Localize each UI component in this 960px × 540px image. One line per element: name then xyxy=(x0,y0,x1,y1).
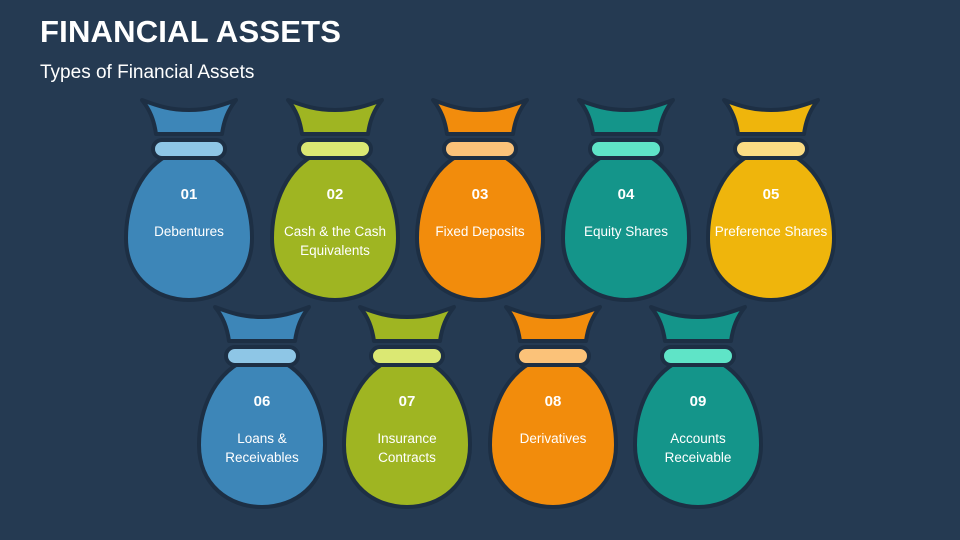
money-bag-01: 01 Debentures xyxy=(124,98,254,303)
bag-number: 06 xyxy=(253,393,271,410)
bag-body xyxy=(270,154,400,302)
bag-label: Insurance Contracts xyxy=(377,431,437,465)
bag-body xyxy=(415,154,545,302)
bag-label: Debentures xyxy=(154,224,224,239)
bag-label: Fixed Deposits xyxy=(435,224,525,239)
bag-neck-band xyxy=(660,345,736,367)
money-bag-06-icon xyxy=(197,305,327,509)
bag-mouth xyxy=(431,98,529,136)
bag-mouth xyxy=(213,305,311,343)
bag-number: 01 xyxy=(180,186,198,203)
bag-number: 07 xyxy=(398,393,416,410)
money-bag-09: 09 Accounts Receivable xyxy=(633,305,763,510)
bag-mouth xyxy=(504,305,602,343)
bag-mouth xyxy=(140,98,238,136)
money-bag-08-icon xyxy=(488,305,618,509)
bag-mouth xyxy=(358,305,456,343)
money-bag-03-icon xyxy=(415,98,545,302)
bag-mouth xyxy=(649,305,747,343)
bag-neck-band xyxy=(733,138,809,160)
money-bag-02-icon xyxy=(270,98,400,302)
bag-neck-band xyxy=(588,138,664,160)
bag-body xyxy=(342,361,472,509)
money-bag-08: 08 Derivatives xyxy=(488,305,618,510)
bag-body xyxy=(197,361,327,509)
bag-neck-band xyxy=(442,138,518,160)
bag-number: 03 xyxy=(471,186,489,203)
bag-body xyxy=(706,154,836,302)
money-bag-01-icon xyxy=(124,98,254,302)
bag-label: Accounts Receivable xyxy=(664,431,732,465)
money-bag-05: 05 Preference Shares xyxy=(706,98,836,303)
bag-label: Preference Shares xyxy=(714,224,828,239)
bag-label: Derivatives xyxy=(519,431,587,446)
money-bag-07: 07 Insurance Contracts xyxy=(342,305,472,510)
bag-number: 02 xyxy=(326,186,344,203)
page-subtitle: Types of Financial Assets xyxy=(40,62,255,83)
money-bag-04-icon xyxy=(561,98,691,302)
money-bag-02: 02 Cash & the Cash Equivalents xyxy=(270,98,400,303)
bag-body xyxy=(488,361,618,509)
bag-label: Equity Shares xyxy=(583,224,669,239)
bag-body xyxy=(633,361,763,509)
bag-body xyxy=(561,154,691,302)
bag-neck-band xyxy=(224,345,300,367)
bag-mouth xyxy=(286,98,384,136)
money-bag-06: 06 Loans & Receivables xyxy=(197,305,327,510)
bag-mouth xyxy=(722,98,820,136)
money-bag-04: 04 Equity Shares xyxy=(561,98,691,303)
bag-number: 05 xyxy=(762,186,780,203)
bag-number: 04 xyxy=(617,186,635,203)
bag-label: Loans & Receivables xyxy=(225,431,299,465)
bag-neck-band xyxy=(297,138,373,160)
page-title: FINANCIAL ASSETS xyxy=(40,14,342,49)
money-bag-03: 03 Fixed Deposits xyxy=(415,98,545,303)
bag-neck-band xyxy=(151,138,227,160)
bag-number: 09 xyxy=(689,393,707,410)
bag-label: Cash & the Cash Equivalents xyxy=(283,224,387,258)
bag-neck-band xyxy=(369,345,445,367)
bag-body xyxy=(124,154,254,302)
money-bag-05-icon xyxy=(706,98,836,302)
money-bag-09-icon xyxy=(633,305,763,509)
money-bag-07-icon xyxy=(342,305,472,509)
bag-mouth xyxy=(577,98,675,136)
bag-neck-band xyxy=(515,345,591,367)
bag-number: 08 xyxy=(544,393,562,410)
